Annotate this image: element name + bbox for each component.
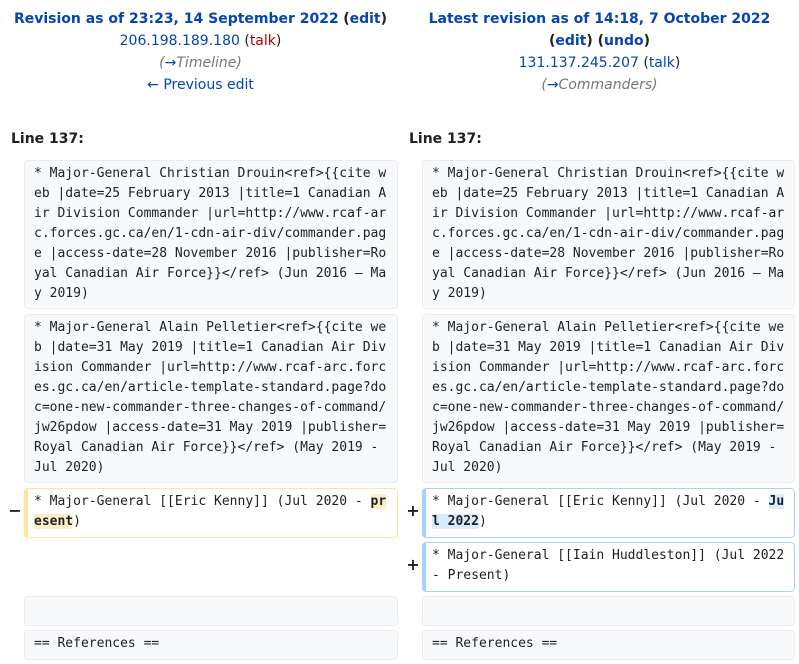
added-line-marker: + <box>406 555 420 574</box>
new-edit-link[interactable]: edit <box>555 33 587 49</box>
new-talk-link[interactable]: talk <box>648 55 675 71</box>
added-line: * Major-General [[Iain Huddleston]] (Jul… <box>422 542 795 592</box>
old-summary-section: Timeline <box>176 55 237 71</box>
deleted-line-suffix: ) <box>73 514 81 529</box>
new-line-number: Line 137: <box>409 131 482 147</box>
old-revision-link[interactable]: Revision as of 23:23, 14 September 2022 <box>13 11 339 27</box>
deleted-line-marker: − <box>8 501 22 520</box>
new-revision-header: Latest revision as of 14:18, 7 October 2… <box>399 8 799 96</box>
context-line-left: * Major-General Alain Pelletier<ref>{{ci… <box>24 314 398 483</box>
added-line-suffix: ) <box>478 514 487 529</box>
new-edit-summary: (→Commanders) <box>541 77 658 93</box>
new-user-link[interactable]: 131.137.245.207 <box>518 55 639 71</box>
context-line-left: == References == <box>24 630 398 660</box>
previous-edit-link[interactable]: ← Previous edit <box>147 77 254 93</box>
context-blank-left <box>24 596 398 626</box>
context-line-right: * Major-General Alain Pelletier<ref>{{ci… <box>422 314 795 483</box>
old-line-number: Line 137: <box>11 131 84 147</box>
context-line-left: * Major-General Christian Drouin<ref>{{c… <box>24 160 398 309</box>
new-summary-section: Commanders <box>558 77 653 93</box>
context-line-right: * Major-General Christian Drouin<ref>{{c… <box>422 160 795 309</box>
deleted-line: * Major-General [[Eric Kenny]] (Jul 2020… <box>24 488 398 538</box>
context-blank-right <box>422 596 795 626</box>
added-line-marker: + <box>406 501 420 520</box>
old-edit-link[interactable]: edit <box>349 11 381 27</box>
new-summary-arrow-link[interactable]: → <box>546 77 559 93</box>
old-edit-summary: (→Timeline) <box>159 55 242 71</box>
old-revision-header: Revision as of 23:23, 14 September 2022 … <box>0 8 401 96</box>
undo-link[interactable]: undo <box>604 33 644 49</box>
new-revision-link[interactable]: Latest revision as of 14:18, 7 October 2… <box>428 11 771 27</box>
added-line-prefix: * Major-General [[Eric Kenny]] (Jul 2020… <box>432 494 769 509</box>
added-line: * Major-General [[Eric Kenny]] (Jul 2020… <box>422 488 795 538</box>
context-line-right: == References == <box>422 630 795 660</box>
deleted-line-prefix: * Major-General [[Eric Kenny]] (Jul 2020… <box>34 494 371 509</box>
old-user-link[interactable]: 206.198.189.180 <box>119 33 240 49</box>
old-summary-arrow-link[interactable]: → <box>164 55 177 71</box>
old-talk-link[interactable]: talk <box>249 33 276 49</box>
